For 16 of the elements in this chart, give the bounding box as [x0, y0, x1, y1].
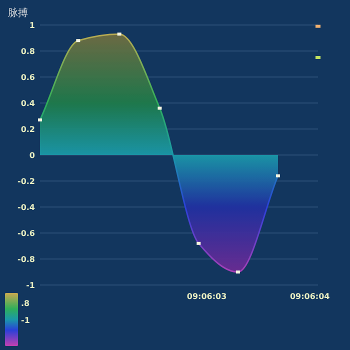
- x-tick-label: 09:06:04: [290, 292, 330, 301]
- y-tick-label: 0.6: [20, 73, 36, 82]
- y-tick-label: -0.6: [18, 229, 36, 238]
- x-tick-label: 09:06:03: [186, 292, 227, 301]
- y-tick-label: -0.4: [18, 203, 36, 212]
- y-tick-label: -0.8: [18, 255, 36, 264]
- y-tick-label: 0.8: [20, 47, 36, 56]
- text: .8: [21, 299, 30, 308]
- y-tick-label: 0.4: [20, 99, 36, 108]
- y-tick-label: 0: [29, 151, 36, 160]
- y-tick-label: -1: [26, 281, 36, 290]
- y-tick-label: 0.2: [20, 125, 35, 134]
- chart-title: 脉搏: [8, 7, 28, 19]
- y-tick-label: -0.2: [18, 177, 35, 186]
- point: [316, 24, 320, 28]
- y-tick-label: 1: [29, 21, 36, 30]
